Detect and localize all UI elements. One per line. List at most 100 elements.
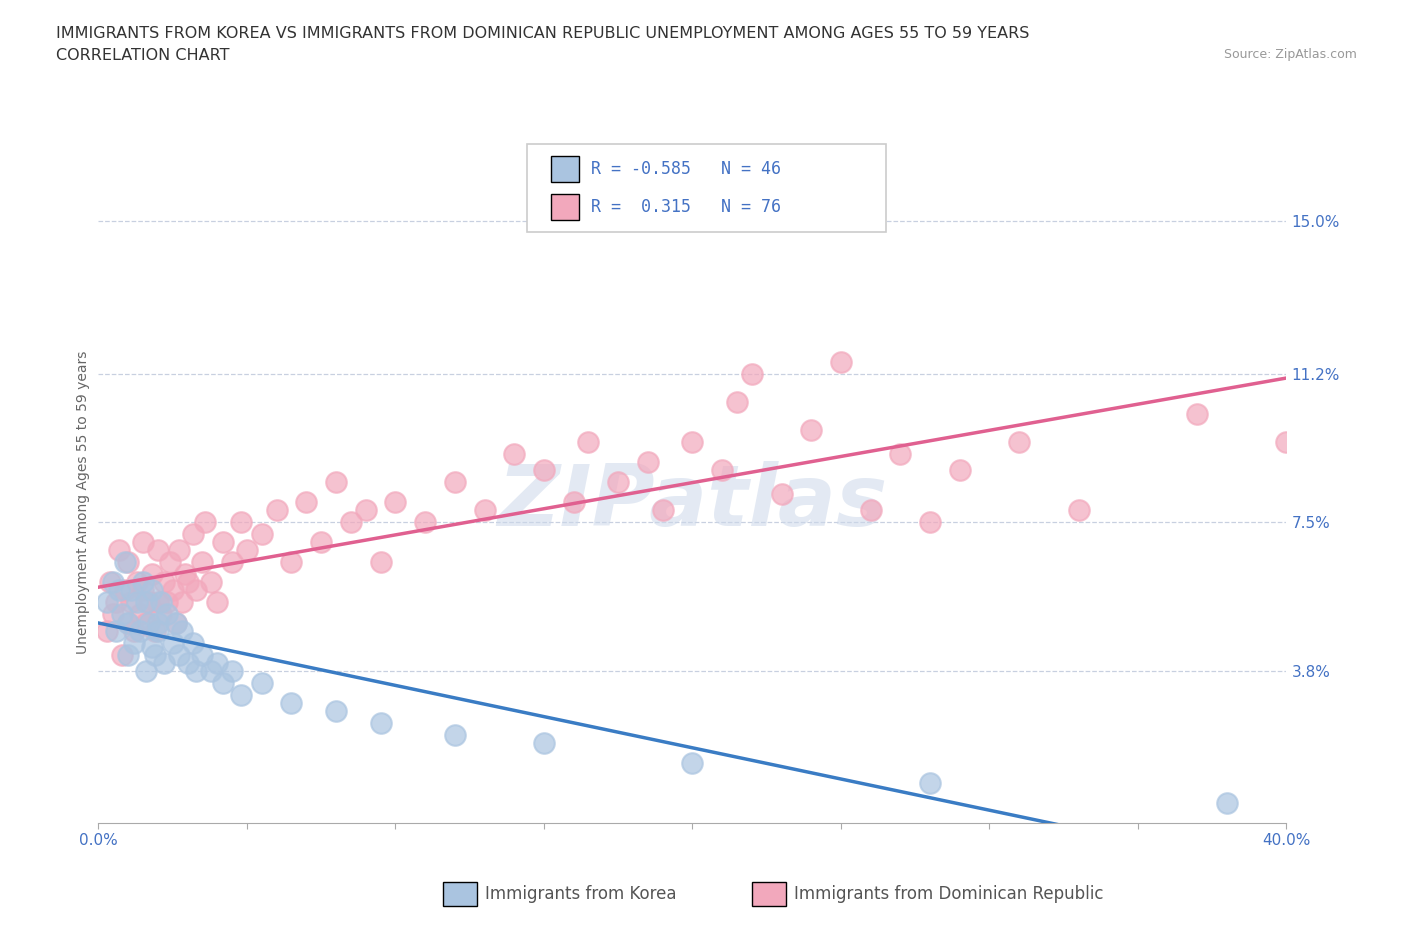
Point [229,515,252,530]
Point [443,474,465,489]
Point [194,515,217,530]
Point [125,575,148,590]
Point [325,703,347,718]
Point [651,503,673,518]
Point [200,663,222,678]
Point [711,463,734,478]
Point [741,366,763,381]
Point [637,455,659,470]
Point [191,555,214,570]
Y-axis label: Unemployment Among Ages 55 to 59 years: Unemployment Among Ages 55 to 59 years [76,351,90,654]
Point [413,515,436,530]
Point [96,623,118,638]
Point [122,635,145,650]
Point [170,623,193,638]
Text: ZIPatlas: ZIPatlas [498,460,887,544]
Point [229,687,252,702]
Point [105,595,128,610]
Point [156,607,179,622]
Point [250,675,273,690]
Point [138,615,160,630]
Point [167,543,190,558]
Point [146,623,169,638]
Text: R =  0.315   N = 76: R = 0.315 N = 76 [591,198,780,217]
Point [212,535,235,550]
Point [800,422,823,437]
Point [503,446,526,461]
Point [159,555,181,570]
Point [1067,503,1090,518]
Point [325,474,347,489]
Point [221,555,243,570]
Point [236,543,259,558]
Point [207,595,229,610]
Point [173,567,195,582]
Point [146,543,169,558]
Point [129,607,152,622]
Point [135,663,157,678]
Point [103,607,125,622]
Point [138,595,160,610]
Point [1275,434,1298,449]
Point [141,639,163,654]
Point [176,575,198,590]
Point [1187,406,1209,421]
Point [132,535,155,550]
Point [191,647,214,662]
Point [122,623,145,638]
Point [384,495,406,510]
Point [183,527,205,542]
Point [117,647,139,662]
Point [280,555,302,570]
Point [186,663,208,678]
Point [152,575,174,590]
Point [183,635,205,650]
Point [533,463,555,478]
Point [920,515,942,530]
Point [120,595,142,610]
Point [117,615,139,630]
Point [132,575,155,590]
Point [170,595,193,610]
Point [165,615,187,630]
Point [120,583,142,598]
Point [165,615,187,630]
Point [682,434,704,449]
Point [111,647,134,662]
Point [149,595,172,610]
Text: Immigrants from Korea: Immigrants from Korea [485,884,676,903]
Point [143,623,166,638]
Point [607,474,630,489]
Point [132,583,155,598]
Point [207,656,229,671]
Point [114,555,136,570]
Point [562,495,585,510]
Point [117,615,139,630]
Point [212,675,235,690]
Point [533,736,555,751]
Point [770,486,793,501]
Point [889,446,911,461]
Point [920,776,942,790]
Point [859,503,882,518]
Text: Immigrants from Dominican Republic: Immigrants from Dominican Republic [794,884,1104,903]
Point [354,503,377,518]
Point [474,503,496,518]
Point [152,656,174,671]
Point [114,583,136,598]
Point [443,727,465,742]
Point [143,647,166,662]
Text: R = -0.585   N = 46: R = -0.585 N = 46 [591,160,780,179]
Text: CORRELATION CHART: CORRELATION CHART [56,48,229,63]
Point [1008,434,1031,449]
Point [108,583,131,598]
Text: IMMIGRANTS FROM KOREA VS IMMIGRANTS FROM DOMINICAN REPUBLIC UNEMPLOYMENT AMONG A: IMMIGRANTS FROM KOREA VS IMMIGRANTS FROM… [56,26,1029,41]
Point [141,583,163,598]
Point [682,755,704,770]
Point [266,503,288,518]
Point [135,595,157,610]
Point [103,575,125,590]
Point [725,394,748,409]
Point [111,607,134,622]
Point [98,575,121,590]
